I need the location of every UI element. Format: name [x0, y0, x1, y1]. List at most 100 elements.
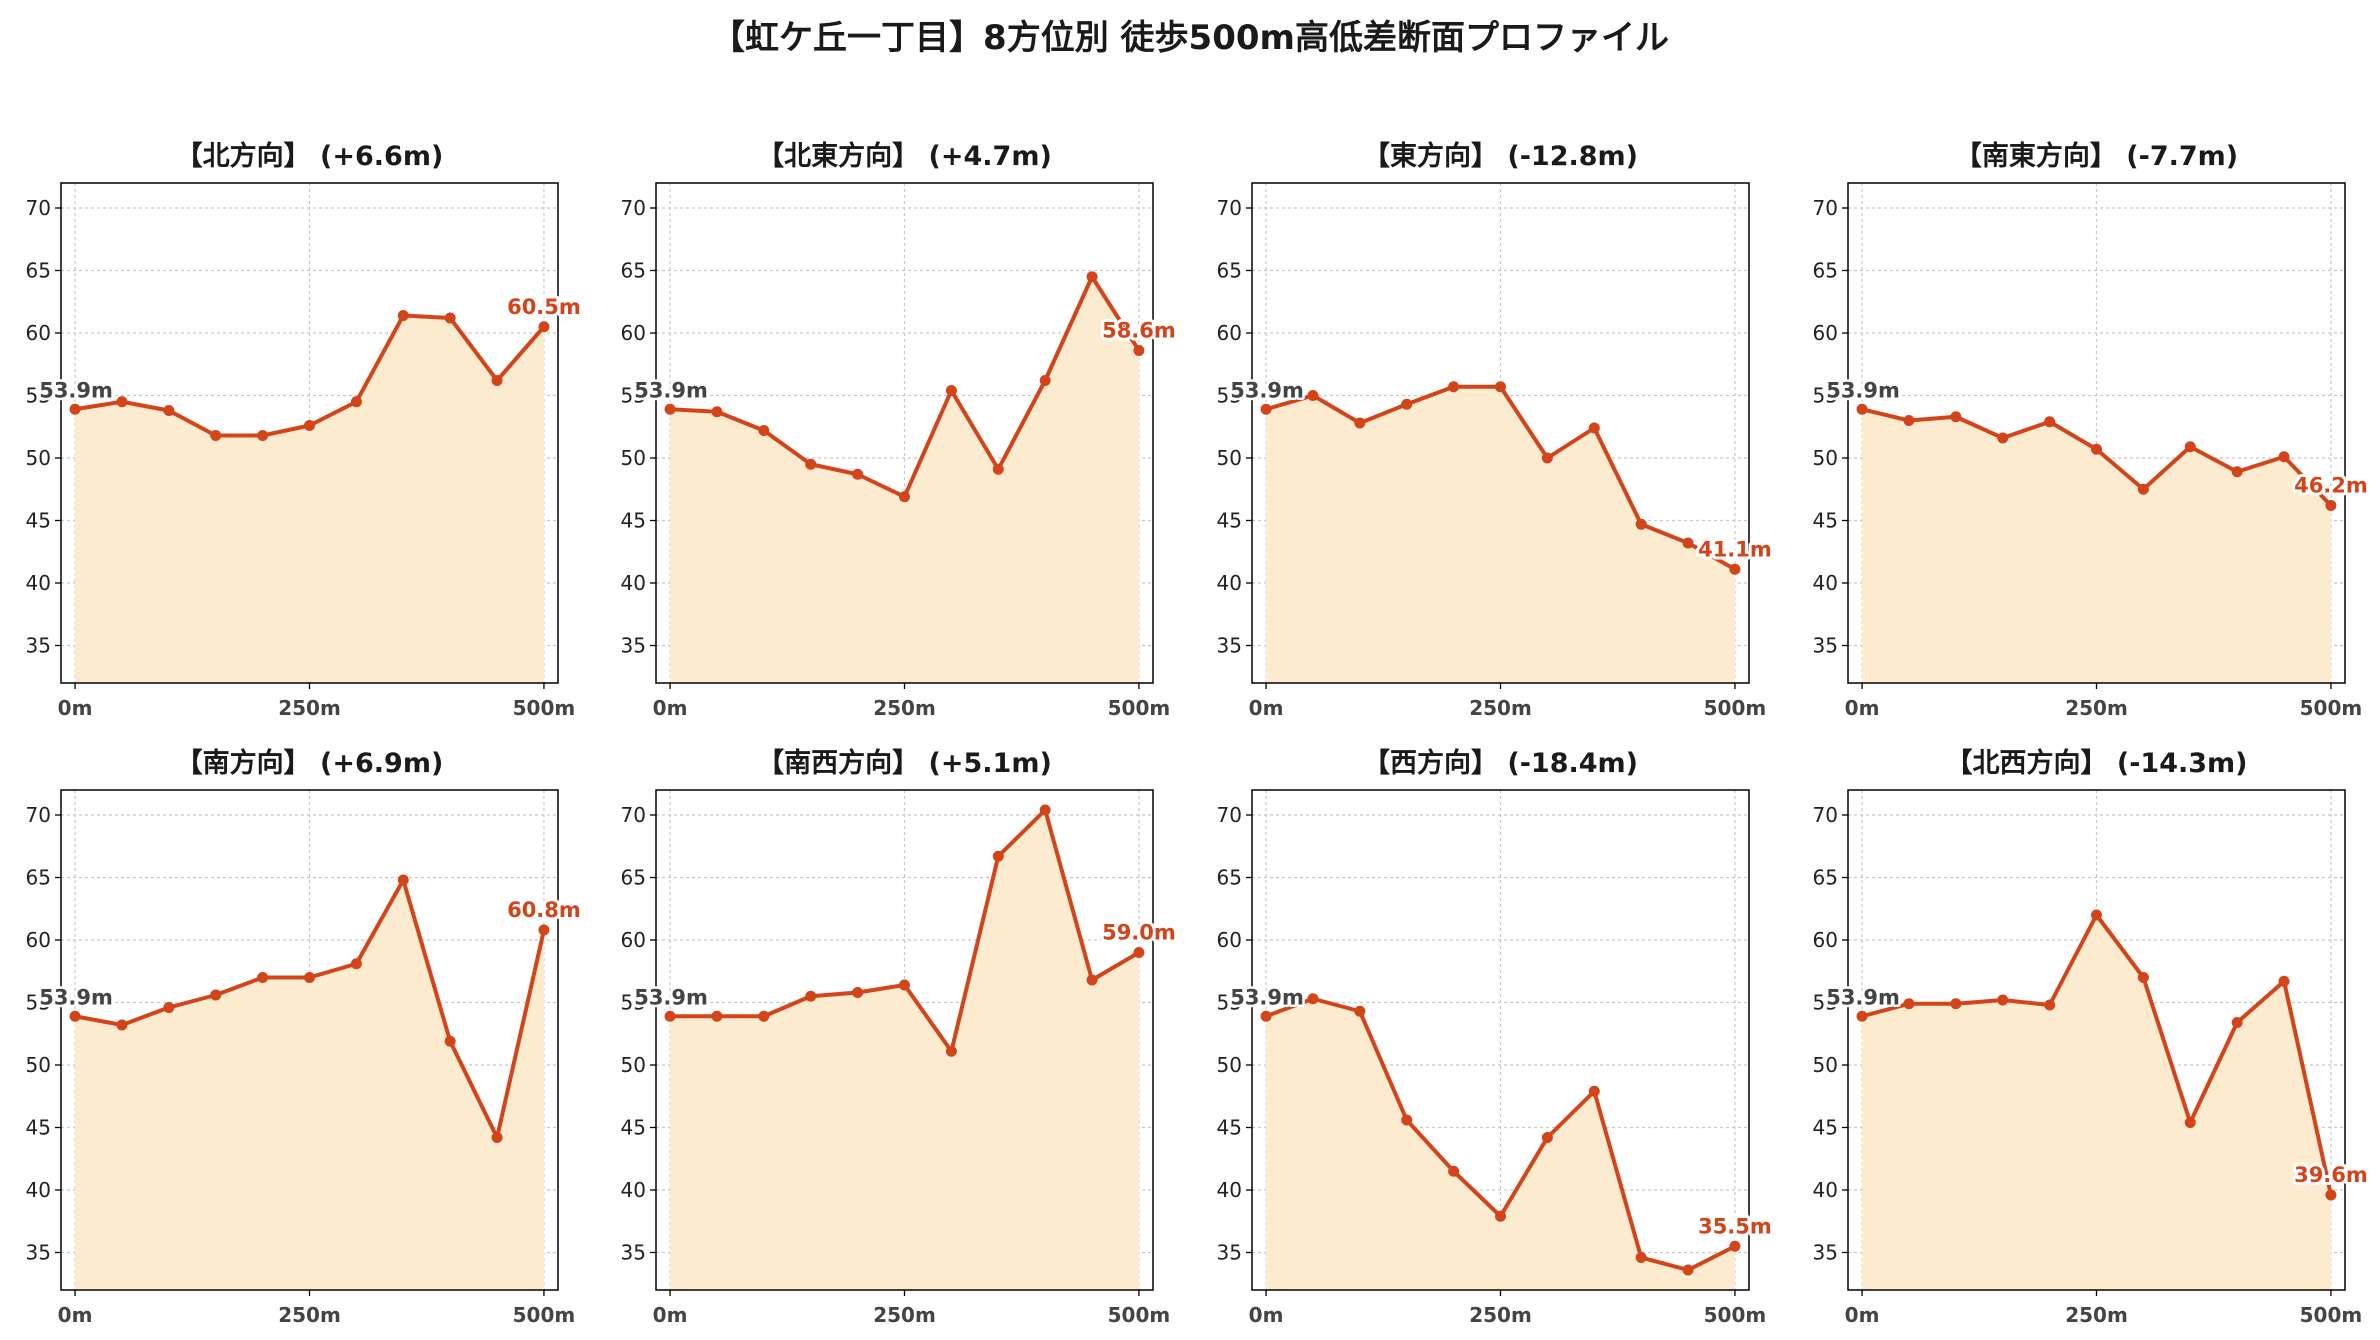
ytick-label-4: 55: [26, 991, 51, 1015]
data-point-10: [2325, 1189, 2337, 1201]
data-point-2: [1354, 417, 1366, 429]
data-point-4: [852, 468, 864, 480]
panel-7: 35 40 45 50 55 60 65 70 0m 250m 500m 【北西方向】 (-14.3m…: [1813, 747, 2371, 1327]
xtick-label-0: 0m: [58, 696, 93, 720]
xtick-label-0: 0m: [1249, 1303, 1284, 1327]
data-point-3: [805, 990, 817, 1002]
ytick-label-4: 55: [621, 384, 646, 408]
area-fill: [1266, 998, 1735, 1290]
ytick-label-2: 45: [1813, 1116, 1838, 1140]
xtick-label-1: 250m: [873, 1303, 936, 1327]
data-point-10: [2325, 500, 2337, 511]
ytick-label-6: 65: [26, 866, 51, 890]
ytick-label-2: 45: [1217, 509, 1242, 533]
data-point-4: [2044, 416, 2056, 428]
ytick-label-1: 40: [1217, 1178, 1242, 1202]
data-point-5: [2091, 909, 2102, 921]
ytick-label-0: 35: [621, 1241, 646, 1265]
data-point-1: [1903, 998, 1915, 1010]
ytick-label-4: 55: [1217, 384, 1242, 408]
data-point-7: [992, 850, 1004, 862]
ytick-label-0: 35: [1217, 634, 1242, 658]
ytick-label-6: 65: [1813, 259, 1838, 283]
data-point-9: [1682, 537, 1694, 549]
ytick-label-3: 50: [26, 446, 51, 470]
data-point-8: [444, 312, 456, 324]
ytick-label-5: 60: [26, 321, 51, 345]
xtick-label-0: 0m: [1845, 1303, 1880, 1327]
ytick-label-0: 35: [26, 1241, 51, 1265]
area-fill: [1862, 915, 2331, 1290]
data-point-9: [491, 1132, 503, 1143]
ytick-label-2: 45: [621, 1116, 646, 1140]
data-point-5: [304, 420, 315, 431]
xtick-label-1: 250m: [1469, 1303, 1532, 1327]
ytick-label-6: 65: [621, 259, 646, 283]
start-label: 53.9m: [1230, 378, 1304, 402]
data-point-10: [1133, 947, 1145, 958]
data-point-3: [210, 430, 222, 441]
ytick-label-7: 70: [1813, 196, 1838, 220]
xtick-label-2: 500m: [1108, 696, 1171, 720]
ytick-label-3: 50: [1217, 446, 1242, 470]
data-point-7: [1588, 422, 1600, 434]
xtick-label-2: 500m: [513, 1303, 576, 1327]
data-point-1: [711, 1010, 723, 1022]
xtick-label-2: 500m: [1704, 696, 1767, 720]
ytick-label-0: 35: [1217, 1241, 1242, 1265]
ytick-label-2: 45: [621, 509, 646, 533]
ytick-label-7: 70: [1217, 196, 1242, 220]
end-label: 41.1m: [1698, 537, 1772, 561]
data-point-4: [2044, 999, 2056, 1011]
ytick-label-3: 50: [621, 446, 646, 470]
data-point-8: [2231, 1017, 2243, 1028]
xtick-label-1: 250m: [2065, 696, 2128, 720]
ytick-label-0: 35: [621, 634, 646, 658]
data-point-8: [1635, 1252, 1647, 1263]
ytick-label-2: 45: [26, 1116, 51, 1140]
data-point-0: [1260, 403, 1272, 415]
xtick-label-1: 250m: [278, 696, 341, 720]
ytick-label-6: 65: [621, 866, 646, 890]
xtick-label-1: 250m: [873, 696, 936, 720]
data-point-8: [1039, 804, 1051, 816]
panel-0: 35 40 45 50 55 60 65 70 0m 250m 500m 【北方向】 (+6.6m) 5…: [26, 140, 584, 720]
ytick-label-6: 65: [1813, 866, 1838, 890]
data-point-7: [992, 463, 1004, 475]
data-point-7: [1588, 1085, 1600, 1097]
panel-title: 【東方向】 (-12.8m): [1363, 140, 1638, 172]
ytick-label-7: 70: [621, 196, 646, 220]
ytick-label-1: 40: [1813, 571, 1838, 595]
data-point-1: [116, 396, 128, 408]
ytick-label-7: 70: [26, 196, 51, 220]
data-point-2: [1950, 998, 1962, 1010]
data-point-9: [491, 375, 503, 386]
ytick-label-5: 60: [26, 928, 51, 952]
ytick-label-5: 60: [621, 928, 646, 952]
ytick-label-0: 35: [1813, 634, 1838, 658]
ytick-label-2: 45: [1217, 1116, 1242, 1140]
xtick-label-2: 500m: [2300, 1303, 2363, 1327]
data-point-4: [1448, 381, 1460, 393]
data-point-5: [1495, 381, 1506, 393]
data-point-3: [1997, 994, 2009, 1006]
xtick-label-2: 500m: [513, 696, 576, 720]
data-point-1: [116, 1019, 128, 1031]
data-point-0: [1856, 403, 1868, 415]
ytick-label-3: 50: [1813, 446, 1838, 470]
end-label: 58.6m: [1102, 319, 1176, 343]
data-point-10: [1729, 1240, 1741, 1252]
ytick-label-3: 50: [1813, 1053, 1838, 1077]
data-point-3: [1401, 398, 1413, 410]
ytick-label-4: 55: [621, 991, 646, 1015]
data-point-4: [852, 987, 864, 998]
xtick-label-0: 0m: [1845, 696, 1880, 720]
data-point-1: [1307, 390, 1319, 401]
ytick-label-1: 40: [26, 1178, 51, 1202]
data-point-6: [1541, 452, 1553, 464]
ytick-label-6: 65: [26, 259, 51, 283]
ytick-label-7: 70: [1217, 803, 1242, 827]
data-point-1: [1307, 993, 1319, 1005]
panel-title: 【南方向】 (+6.9m): [176, 747, 444, 779]
